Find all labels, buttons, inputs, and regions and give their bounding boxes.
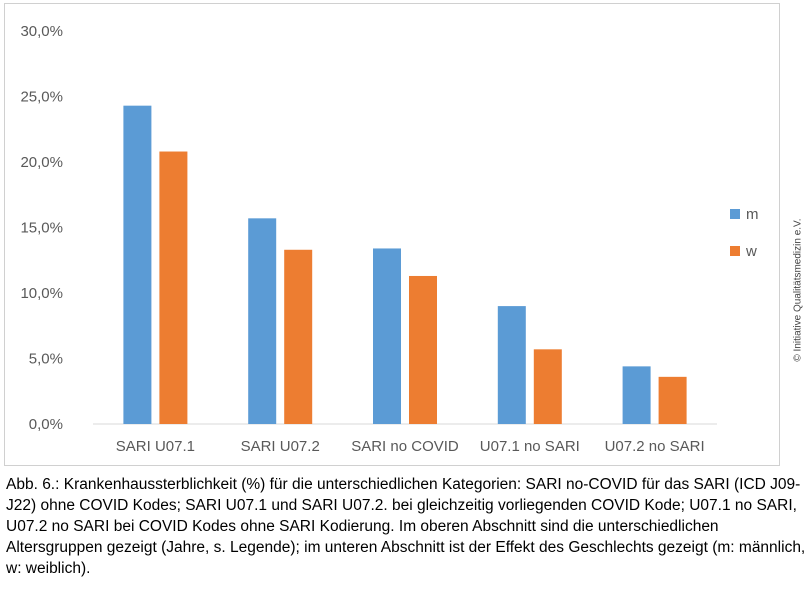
bar-m-3 bbox=[373, 248, 401, 424]
bar-m-5 bbox=[622, 366, 651, 424]
bar-w-2 bbox=[284, 249, 313, 424]
legend-label: m bbox=[746, 206, 759, 223]
x-tick-label: SARI no COVID bbox=[351, 438, 459, 455]
x-tick-label: SARI U07.2 bbox=[241, 438, 320, 455]
x-tick-label: SARI U07.1 bbox=[116, 438, 195, 455]
copyright-watermark: © Initiative Qualitätsmedizin e.V. bbox=[792, 218, 804, 362]
y-tick-label: 0,0% bbox=[29, 416, 63, 433]
bar-w-1 bbox=[159, 151, 188, 424]
y-tick-label: 10,0% bbox=[20, 285, 63, 302]
bar-m-4 bbox=[497, 306, 526, 424]
y-tick-label: 30,0% bbox=[20, 23, 63, 40]
legend-swatch-m bbox=[730, 209, 740, 219]
bar-w-5 bbox=[658, 376, 687, 424]
figure-caption: Abb. 6.: Krankenhaussterblichkeit (%) fü… bbox=[6, 476, 806, 577]
y-tick-label: 15,0% bbox=[20, 220, 63, 237]
legend-label: w bbox=[745, 243, 757, 260]
y-tick-label: 5,0% bbox=[29, 351, 63, 368]
bar-m-1 bbox=[123, 105, 152, 425]
chart-frame: 0,0% 5,0% 10,0% 15,0% 20,0% 25,0% 30,0% SARI U0… bbox=[4, 3, 780, 466]
y-tick-label: 25,0% bbox=[20, 89, 63, 106]
legend-swatch-w bbox=[730, 246, 740, 256]
x-tick-label: U07.2 no SARI bbox=[605, 438, 705, 455]
y-tick-label: 20,0% bbox=[20, 154, 63, 171]
bar-w-3 bbox=[409, 275, 437, 424]
x-tick-label: U07.1 no SARI bbox=[480, 438, 580, 455]
bar-m-2 bbox=[248, 218, 277, 424]
bar-chart: 0,0% 5,0% 10,0% 15,0% 20,0% 25,0% 30,0% SARI U0… bbox=[20, 23, 759, 455]
bar-w-4 bbox=[533, 349, 562, 424]
